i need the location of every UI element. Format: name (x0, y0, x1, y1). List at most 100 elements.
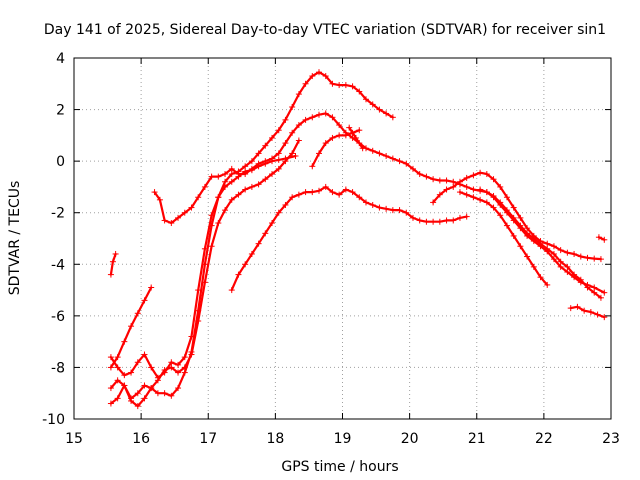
data-point (483, 189, 490, 196)
data-point (336, 122, 343, 129)
data-point (443, 217, 450, 224)
data-point (289, 150, 296, 157)
data-point (584, 254, 591, 261)
data-point (557, 247, 564, 254)
data-point (181, 354, 188, 361)
data-point (409, 214, 416, 221)
data-point (352, 134, 359, 141)
data-point (517, 214, 524, 221)
data-point (148, 284, 155, 291)
data-point (262, 158, 269, 165)
data-point (537, 274, 544, 281)
data-point (396, 207, 403, 214)
data-point (567, 305, 574, 312)
data-point (322, 110, 329, 117)
series-track-2 (107, 284, 155, 371)
data-point (107, 385, 114, 392)
data-point (114, 364, 121, 371)
data-point (309, 163, 316, 170)
data-point (342, 186, 349, 193)
data-point (121, 382, 128, 389)
data-point (148, 364, 155, 371)
data-point (510, 214, 517, 221)
data-point (336, 132, 343, 139)
data-point (595, 234, 602, 241)
x-tick-label: 17 (199, 431, 217, 447)
data-point (228, 178, 235, 185)
data-point (550, 250, 557, 257)
y-tick-label: -4 (51, 257, 65, 273)
data-point (544, 281, 551, 288)
data-point (255, 181, 262, 188)
data-point (430, 176, 437, 183)
data-point (248, 158, 255, 165)
data-point (148, 385, 155, 392)
data-point (436, 191, 443, 198)
data-point (161, 217, 168, 224)
data-point (181, 209, 188, 216)
data-point (349, 189, 356, 196)
data-point (141, 395, 148, 402)
data-point (107, 354, 114, 361)
data-point (383, 110, 390, 117)
data-point (463, 191, 470, 198)
data-point (114, 377, 121, 384)
series-line (432, 171, 603, 261)
data-point (255, 240, 262, 247)
data-point (275, 150, 282, 157)
y-tick-label: -10 (42, 412, 65, 428)
series-layer (107, 69, 608, 410)
data-point (456, 189, 463, 196)
data-point (295, 191, 302, 198)
data-point (242, 163, 249, 170)
data-point (316, 187, 323, 194)
data-point (416, 217, 423, 224)
data-point (175, 361, 182, 368)
data-point (423, 218, 430, 225)
data-point (175, 369, 182, 376)
data-point (134, 310, 141, 317)
x-tick-label: 19 (334, 431, 352, 447)
series-track-8 (309, 127, 363, 170)
data-point (389, 114, 396, 121)
data-point (255, 150, 262, 157)
grid (74, 58, 611, 419)
data-point (601, 289, 608, 296)
data-point (222, 178, 229, 185)
data-point (564, 249, 571, 256)
data-point (109, 258, 116, 265)
data-point (376, 106, 383, 113)
data-point (128, 323, 135, 330)
data-point (188, 348, 195, 355)
data-point (201, 183, 208, 190)
y-tick-label: 2 (56, 103, 65, 119)
data-point (456, 178, 463, 185)
data-point (470, 194, 477, 201)
y-tick-label: -8 (51, 360, 65, 376)
data-point (168, 220, 175, 227)
data-point (342, 82, 349, 89)
data-point (275, 209, 282, 216)
y-axis-label: SDTVAR / TECUs (7, 181, 23, 296)
data-point (597, 256, 604, 263)
data-point (403, 209, 410, 216)
data-point (316, 111, 323, 118)
data-point (121, 338, 128, 345)
data-point (477, 196, 484, 203)
data-point (248, 250, 255, 257)
data-point (269, 134, 276, 141)
data-point (222, 207, 229, 214)
y-tick-label: 0 (56, 154, 65, 170)
data-point (389, 207, 396, 214)
data-point (128, 369, 135, 376)
data-point (195, 194, 202, 201)
data-point (161, 390, 168, 397)
data-point (346, 124, 353, 131)
data-point (349, 83, 356, 90)
data-point (503, 222, 510, 229)
data-point (483, 171, 490, 178)
data-point (302, 116, 309, 123)
data-point (161, 367, 168, 374)
data-point (557, 263, 564, 270)
